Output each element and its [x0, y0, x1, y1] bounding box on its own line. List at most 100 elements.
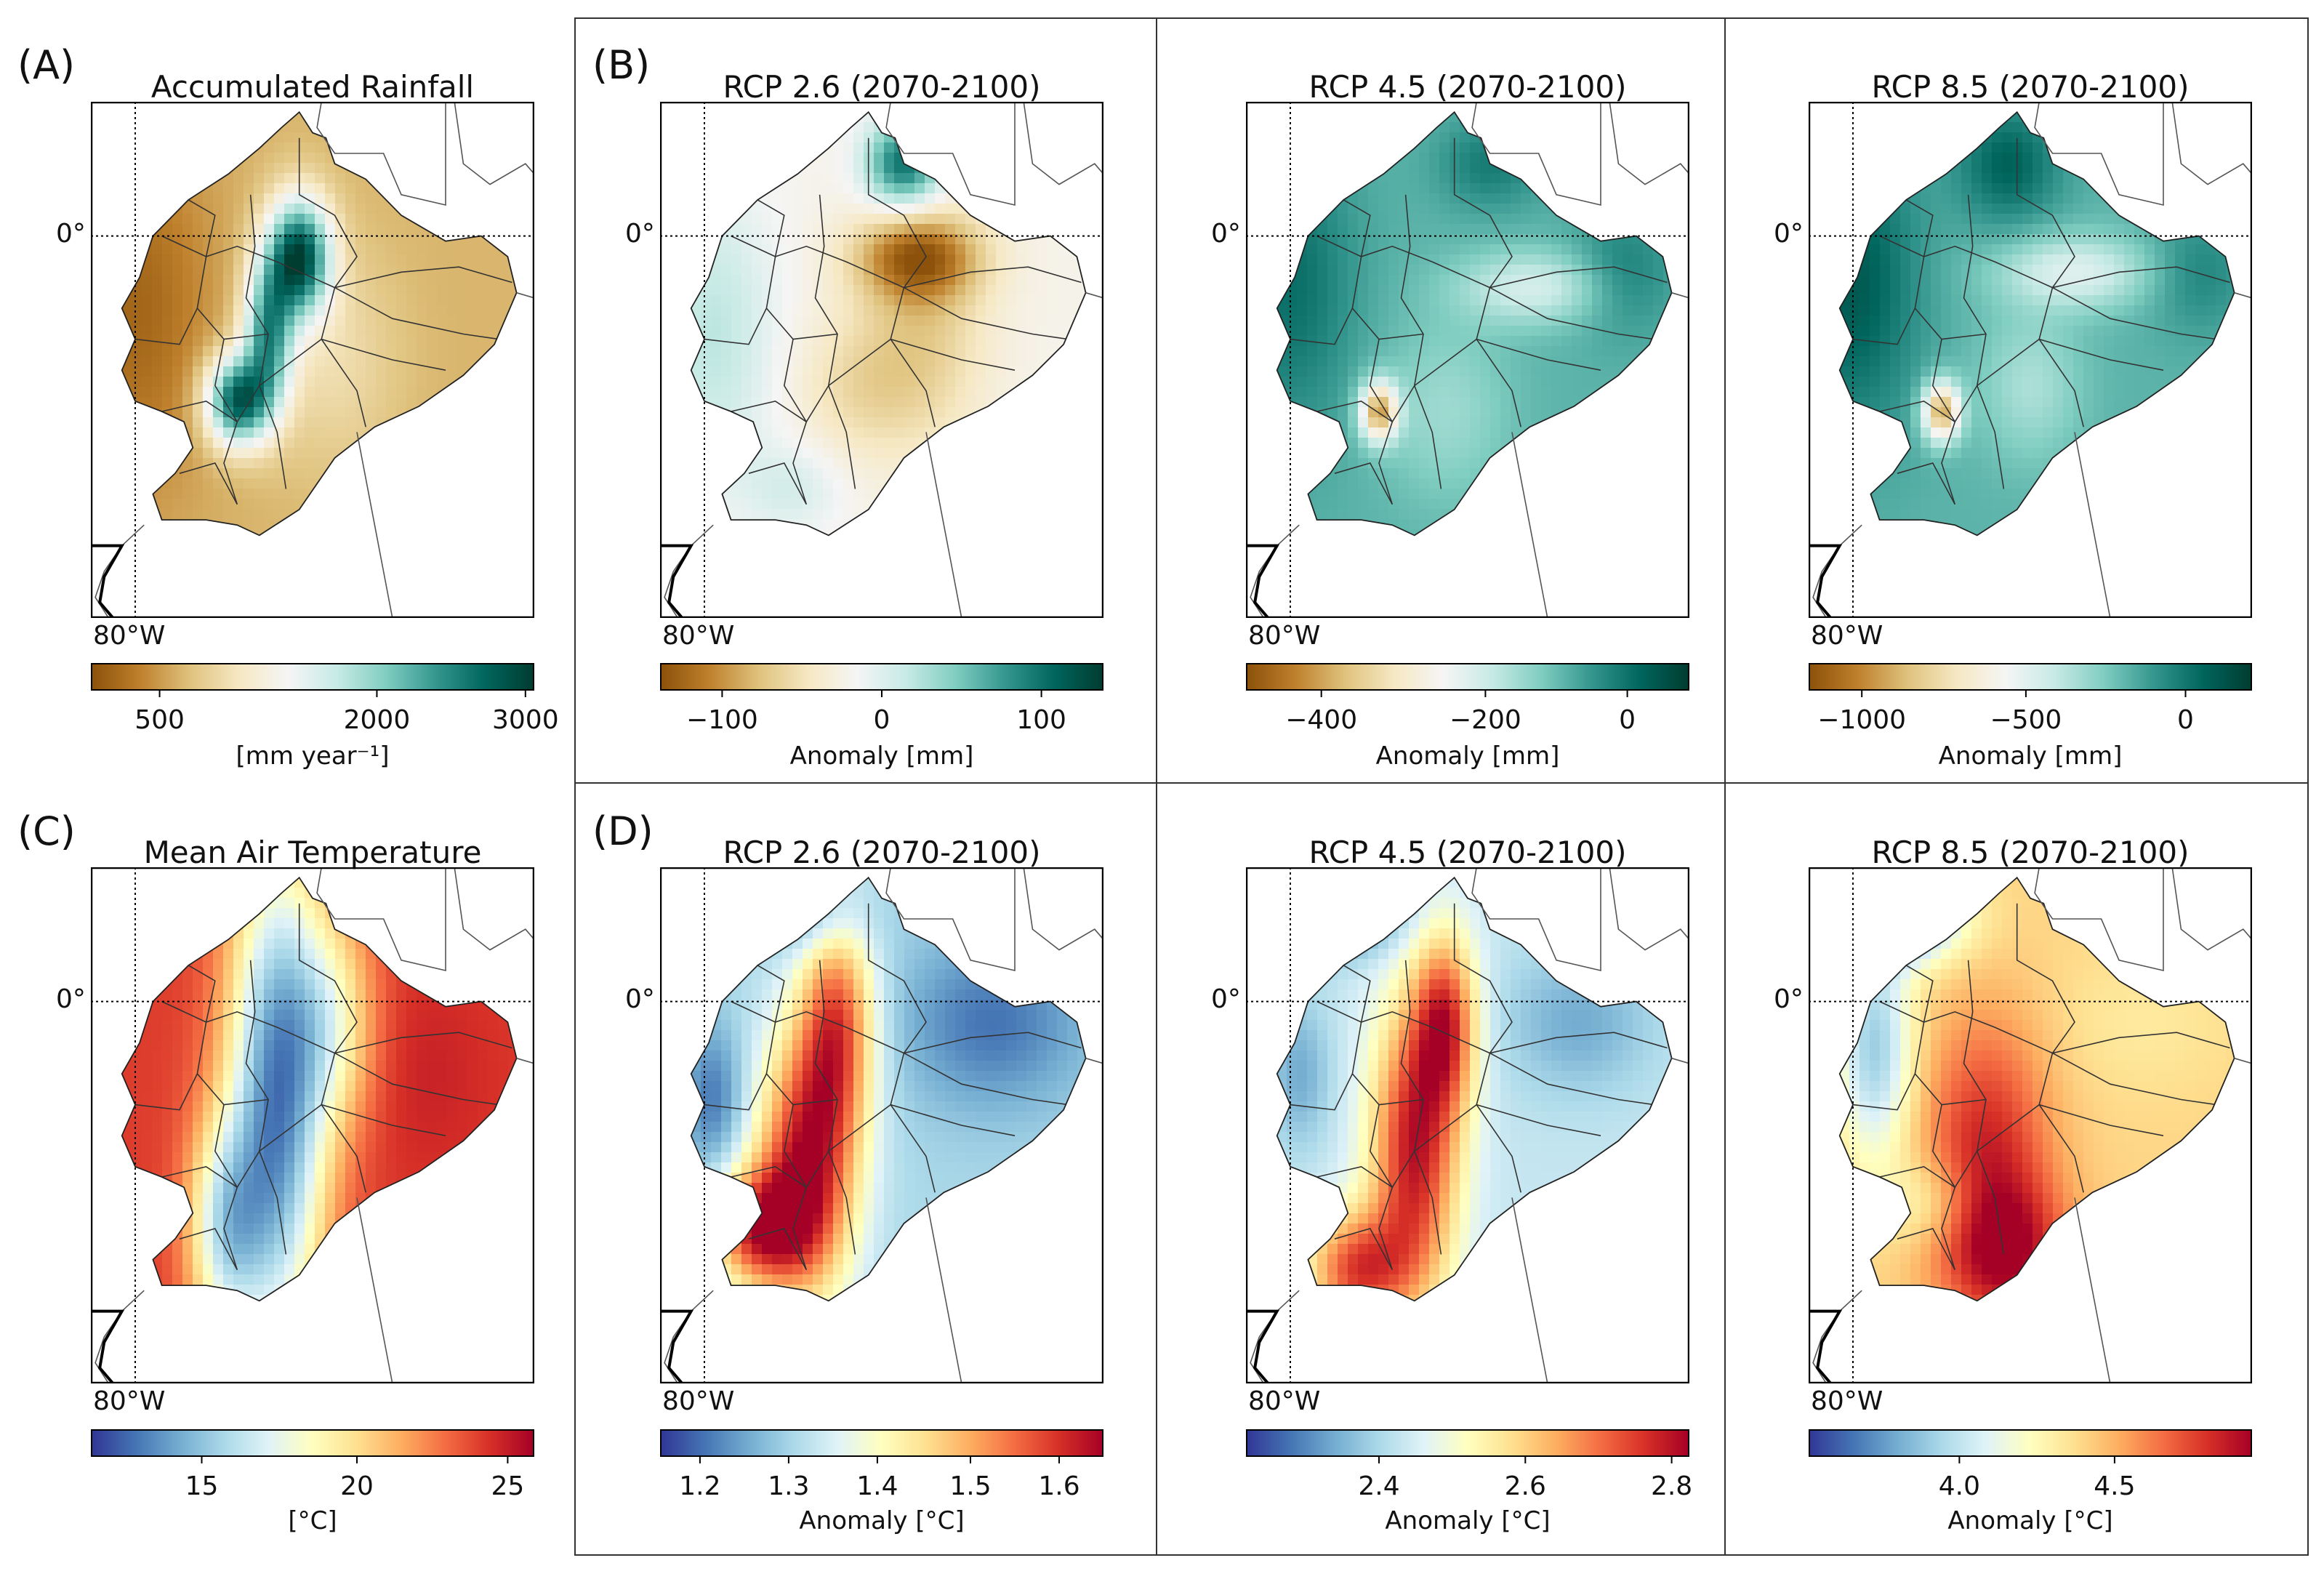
province-boundary — [2052, 1052, 2217, 1106]
neighbor-border — [356, 1197, 393, 1383]
country-outline — [690, 111, 1087, 537]
province-boundary — [2052, 286, 2217, 340]
province-boundary — [1351, 1021, 1394, 1271]
frame-divider-1 — [1156, 17, 1157, 1556]
province-boundary — [1316, 338, 1601, 423]
colorbar-tick-label: −500 — [1990, 705, 2062, 735]
province-boundary — [731, 1104, 1016, 1189]
province-boundary — [765, 256, 808, 505]
province-boundary — [757, 965, 785, 1023]
province-boundary — [731, 1000, 1082, 1054]
colorbar-gradient — [91, 663, 534, 691]
colorbar-gradient — [91, 1429, 534, 1457]
colorbar-gradient — [660, 1429, 1103, 1457]
province-boundary — [792, 1098, 838, 1106]
neighbor-border — [885, 867, 1016, 972]
province-boundary — [188, 199, 216, 257]
province-boundary — [161, 1000, 512, 1054]
lon-tick-label: 80°W — [1811, 1386, 1883, 1416]
colorbar-tick-label: 1.3 — [768, 1471, 810, 1501]
neighbor-border — [2234, 292, 2252, 299]
colorbar-tick-label: 3000 — [491, 705, 559, 735]
panel-label-d: (D) — [592, 808, 654, 854]
province-boundary — [1453, 137, 1521, 427]
province-boundary — [161, 338, 446, 423]
colorbar-tick-label: 4.5 — [2094, 1471, 2136, 1501]
colorbar-gradient — [1809, 1429, 2252, 1457]
province-boundary — [748, 1228, 808, 1271]
province-boundary — [223, 1098, 269, 1106]
province-boundary — [1378, 1098, 1424, 1106]
province-boundary — [134, 308, 198, 345]
neighbor-border — [2034, 867, 2164, 972]
panel-title-d85: RCP 8.5 (2070-2100) — [1871, 835, 2190, 870]
colorbar-tick-label: 100 — [1016, 705, 1066, 735]
group-frame-b-d — [574, 17, 2309, 1556]
province-boundary — [1290, 1073, 1354, 1111]
coastline — [1809, 1309, 1843, 1383]
neighbor-border — [2074, 432, 2111, 618]
province-boundary — [792, 333, 838, 340]
province-boundary — [748, 462, 808, 505]
neighbor-border — [1511, 432, 1548, 618]
neighbor-border — [516, 292, 534, 299]
data-field — [691, 877, 1086, 1301]
colorbar-tick-label: 1.5 — [949, 1471, 992, 1501]
coastline — [1246, 544, 1280, 618]
coastline — [660, 1309, 694, 1383]
colorbar-tick-label: 2000 — [343, 705, 411, 735]
data-field — [1839, 112, 2235, 536]
province-boundary — [179, 1228, 238, 1271]
colorbar-tick-label: 500 — [134, 705, 185, 735]
neighbor-border — [454, 102, 534, 185]
colorbar-label: Anomaly [mm] — [1938, 742, 2123, 771]
coastline — [91, 544, 125, 618]
province-boundary — [298, 903, 366, 1193]
province-boundary — [1290, 308, 1354, 345]
lat-tick-label: 0° — [1774, 218, 1804, 249]
panel-label-b: (B) — [592, 42, 651, 88]
coastline — [91, 1309, 125, 1383]
lon-tick-label: 80°W — [93, 621, 166, 651]
neighbor-border — [2034, 102, 2164, 206]
map-frame — [1246, 867, 1689, 1383]
colorbar-tick-label: −400 — [1285, 705, 1358, 735]
colorbar-tick-label: 2.6 — [1504, 1471, 1546, 1501]
province-boundary — [765, 1021, 808, 1271]
neighbor-border — [1471, 102, 1601, 206]
province-boundary — [704, 1073, 768, 1111]
province-boundary — [731, 338, 1016, 423]
lat-tick-label: 0° — [56, 218, 86, 249]
province-boundary — [298, 137, 366, 427]
colorbar-b45 — [1246, 663, 1689, 697]
province-boundary — [904, 286, 1069, 340]
country-outline — [690, 876, 1087, 1302]
neighbor-border — [1671, 292, 1689, 299]
province-boundary — [1941, 1098, 1987, 1106]
colorbar-gradient — [1246, 1429, 1689, 1457]
colorbar-gradient — [1809, 663, 2252, 691]
colorbar-label: Anomaly [°C] — [1947, 1506, 2113, 1535]
neighbor-border — [2074, 1197, 2111, 1383]
neighbor-border — [516, 1057, 534, 1064]
colorbar-gradient — [1246, 663, 1689, 691]
neighbor-border — [1609, 867, 1689, 951]
map-a — [91, 102, 534, 618]
colorbar-tick-label: 1.2 — [679, 1471, 721, 1501]
lat-tick-label: 0° — [1774, 984, 1804, 1014]
province-boundary — [2016, 903, 2084, 1193]
lon-tick-label: 80°W — [662, 621, 735, 651]
map-b45 — [1246, 102, 1689, 618]
colorbar-label: Anomaly [mm] — [789, 742, 974, 771]
colorbar-tick-label: 15 — [185, 1471, 219, 1501]
province-boundary — [1852, 308, 1916, 345]
coastline — [1809, 544, 1843, 618]
lon-tick-label: 80°W — [662, 1386, 735, 1416]
lon-tick-label: 80°W — [93, 1386, 166, 1416]
country-outline — [1838, 111, 2235, 537]
colorbar-d45 — [1246, 1429, 1689, 1463]
lat-tick-label: 0° — [1211, 218, 1241, 249]
map-frame — [660, 867, 1103, 1383]
neighbor-border — [1471, 867, 1601, 972]
data-field — [121, 112, 517, 536]
